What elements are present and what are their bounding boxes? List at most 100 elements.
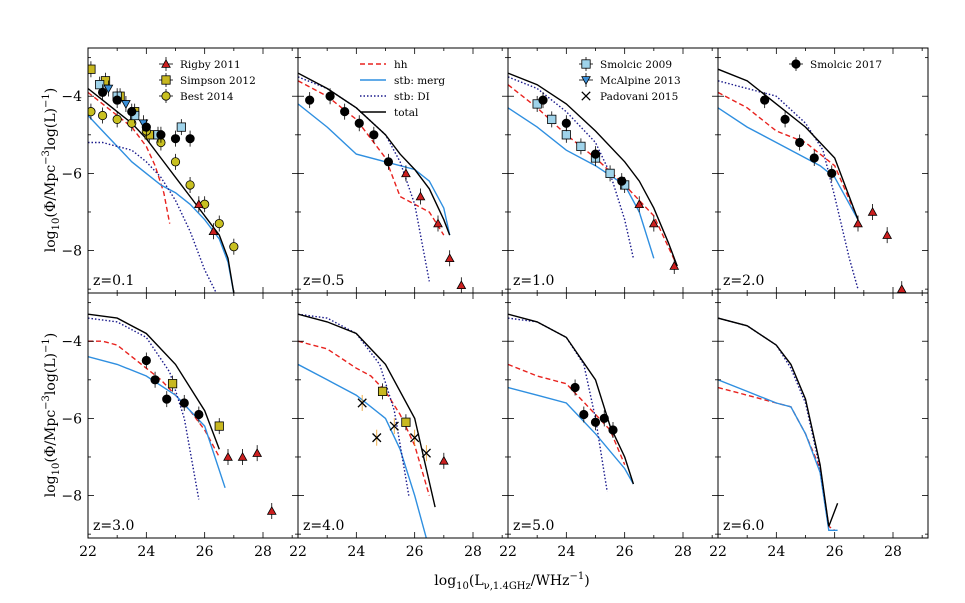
series-line-total (298, 313, 436, 508)
observation-points (760, 92, 907, 293)
panel-4: z=2.0 Smolcic 2017 (717, 47, 929, 294)
data-point (896, 284, 907, 293)
data-point (252, 448, 263, 457)
data-point (579, 409, 589, 420)
data-point (340, 107, 350, 117)
data-point (421, 448, 431, 458)
model-curves (718, 68, 859, 290)
series-line-stb-di (88, 141, 217, 293)
data-point (88, 107, 96, 117)
x-tick-label: 22 (499, 544, 517, 560)
x-tick-label: 28 (884, 544, 902, 560)
series-line-total (88, 313, 220, 450)
model-curves (88, 313, 226, 500)
x-tick-label: 24 (767, 544, 785, 560)
data-point (433, 218, 443, 228)
legend-marker (791, 59, 801, 69)
series-line-stb-merg (88, 356, 226, 489)
legend-marker (581, 76, 591, 86)
data-point (669, 260, 680, 270)
redshift-label: z=1.0 (513, 273, 554, 289)
data-point (121, 100, 131, 109)
legend-panel-3: Smolcic 2009 McAlpine 2013 Padovani 2015 (579, 57, 681, 103)
data-point (634, 199, 645, 209)
data-point (547, 114, 557, 124)
legend-label: McAlpine 2013 (600, 75, 681, 87)
panel-8: 22 24 26 28 z=6.0 (709, 292, 929, 560)
data-point (590, 417, 601, 427)
model-curves (298, 313, 436, 538)
data-point (97, 87, 108, 97)
x-tick-label: 22 (79, 544, 97, 560)
data-point (369, 130, 379, 140)
data-point (389, 421, 399, 431)
data-point (185, 134, 195, 144)
data-point (193, 199, 204, 209)
panel-6: 22 24 26 28 z=4.0 (289, 292, 509, 560)
series-line-hh (508, 363, 626, 465)
data-point (214, 218, 224, 229)
data-point (648, 218, 659, 228)
data-point (882, 230, 893, 239)
panel-frame (717, 292, 929, 539)
legend-panel-1: Rigby 2011 Simpson 2012 Best 2014 (159, 57, 256, 103)
data-point (372, 433, 382, 443)
model-curves (718, 317, 839, 531)
series-line-stb-merg (508, 107, 655, 259)
legend-label: hh (394, 59, 408, 71)
data-point (266, 505, 277, 515)
data-point (438, 455, 449, 465)
legend-marker (161, 75, 171, 85)
data-point (176, 122, 186, 132)
x-tick-label: 24 (137, 544, 155, 560)
series-line-stb-merg (298, 103, 451, 236)
legend-marker (581, 91, 591, 101)
panel-3: z=1.0 Smolcic 2009 McAlpine 2013 Padovani 2… (507, 47, 719, 294)
series-line-hh (508, 84, 678, 267)
data-point (415, 191, 426, 201)
redshift-label: z=0.1 (93, 273, 134, 289)
x-tick-label: 26 (616, 544, 634, 560)
series-line-stb-merg (298, 363, 427, 538)
data-point (401, 168, 411, 178)
x-tick-label: 26 (406, 544, 424, 560)
panel-frame (297, 292, 509, 539)
series-line-total (88, 87, 235, 293)
observation-points (141, 352, 277, 519)
panel-7: 22 24 26 28 z=5.0 (499, 292, 719, 560)
legend-marker (161, 91, 171, 101)
legend-panel-2: hh stb: merg stb: DI total (360, 59, 445, 119)
x-tick-label: 22 (709, 544, 727, 560)
panels-layer: −4 −6 −8 z=0.1 Rigby 2011 Simpson 2012 Best 20… (61, 47, 929, 560)
series-line-hh (718, 91, 859, 220)
data-point (760, 95, 770, 105)
data-point (590, 149, 601, 159)
observation-points (357, 383, 449, 469)
data-point (103, 84, 114, 94)
series-line-stb-merg (718, 379, 838, 531)
observation-points (305, 88, 467, 293)
series-line-hh (298, 80, 445, 236)
data-point (112, 95, 122, 105)
legend-label: Padovani 2015 (600, 91, 678, 103)
data-point (456, 280, 467, 290)
data-point (354, 118, 364, 128)
panel-5: 22 24 26 28 −4 −6 −8 z=3.0 (61, 292, 299, 560)
data-point (561, 118, 571, 128)
legend-panel-4: Smolcic 2017 (789, 57, 882, 71)
data-point (112, 114, 122, 124)
x-tick-label: 24 (347, 544, 365, 560)
x-tick-label: 28 (254, 544, 272, 560)
legend-label: Best 2014 (180, 91, 234, 103)
series-line-hh (298, 340, 430, 496)
y-tick-label: −8 (61, 489, 82, 505)
y-axis-label-bottom: log10(Φ/Mpc−3log(L)−1) (41, 333, 62, 497)
data-point (383, 157, 394, 167)
y-tick-label: −4 (61, 334, 82, 350)
data-point (357, 398, 367, 408)
data-point (237, 451, 248, 461)
observation-points (88, 61, 239, 255)
series-line-total (298, 72, 451, 236)
legend-label: stb: DI (394, 91, 430, 103)
data-point (608, 425, 618, 435)
